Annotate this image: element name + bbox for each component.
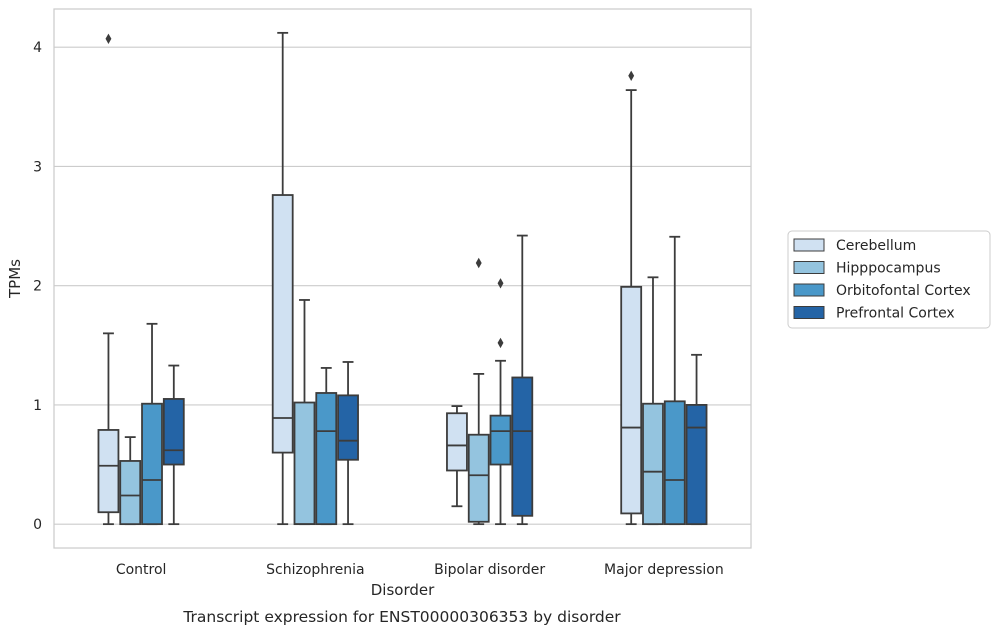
outlier-point [105, 33, 112, 45]
box-iqr [315, 392, 338, 526]
box-iqr [293, 401, 316, 526]
legend-swatch [793, 238, 825, 252]
box-prefrontal-cortex [511, 234, 534, 526]
x-axis-ticks: Control Schizophrenia Bipolar disorder Majo… [116, 562, 724, 578]
box-iqr [511, 376, 534, 517]
box-iqr [663, 400, 686, 526]
box-iqr [141, 402, 163, 526]
y-tick-label: 4 [33, 40, 42, 56]
legend-entry: Hipppocampus [836, 261, 941, 277]
box-orbitofontal-cortex [489, 278, 512, 526]
box-iqr [467, 433, 490, 523]
legend-swatch [793, 283, 825, 297]
outlier-point [628, 70, 635, 81]
legend-swatch [793, 306, 825, 319]
x-tick-label: Bipolar disorder [434, 562, 545, 578]
box-iqr [489, 414, 512, 466]
y-tick-label: 0 [33, 517, 42, 533]
box-iqr [162, 398, 185, 466]
y-axis-ticks: 0 1 2 3 4 [33, 40, 42, 533]
box-iqr [620, 285, 643, 515]
box-iqr [119, 460, 142, 526]
box-cerebellum [620, 70, 643, 526]
x-axis-label: Disorder [371, 581, 435, 599]
box-iqr [271, 194, 294, 454]
box-hipppocampus [642, 276, 664, 526]
box-prefrontal-cortex [337, 361, 359, 526]
legend-swatch [793, 261, 825, 274]
box-iqr [642, 402, 664, 526]
x-tick-label: Control [116, 562, 167, 578]
box-prefrontal-cortex [162, 364, 185, 526]
box-cerebellum [97, 33, 120, 526]
plot-frame [53, 8, 752, 549]
box-orbitofontal-cortex [315, 367, 338, 526]
box-cerebellum [446, 405, 468, 508]
outlier-point [497, 337, 504, 349]
box-iqr [97, 429, 120, 514]
legend-box [787, 230, 991, 329]
legend-entry: Prefrontal Cortex [836, 306, 955, 322]
x-tick-label: Major depression [604, 562, 724, 578]
legend-entry: Orbitofontal Cortex [836, 283, 971, 299]
chart-caption: Transcript expression for ENST0000030635… [182, 608, 621, 626]
box-hipppocampus [293, 299, 316, 526]
legend: Cerebellum Hipppocampus Orbitofontal Corte… [787, 230, 991, 329]
box-iqr [446, 412, 468, 472]
y-axis-label: TPMs [6, 259, 24, 299]
box-iqr [685, 404, 708, 526]
box-cerebellum [271, 31, 294, 526]
box-orbitofontal-cortex [663, 235, 686, 526]
box-hipppocampus [467, 257, 490, 526]
box-hipppocampus [119, 436, 142, 526]
outlier-point [497, 278, 504, 289]
outlier-point [475, 257, 482, 269]
y-tick-label: 3 [33, 159, 42, 175]
box-orbitofontal-cortex [141, 322, 163, 526]
box-iqr [337, 394, 359, 461]
y-tick-label: 1 [33, 398, 42, 414]
box-groups [97, 31, 708, 526]
box-prefrontal-cortex [685, 353, 708, 526]
legend-entry: Cerebellum [836, 238, 916, 254]
x-tick-label: Schizophrenia [266, 562, 364, 578]
y-tick-label: 2 [33, 279, 42, 295]
